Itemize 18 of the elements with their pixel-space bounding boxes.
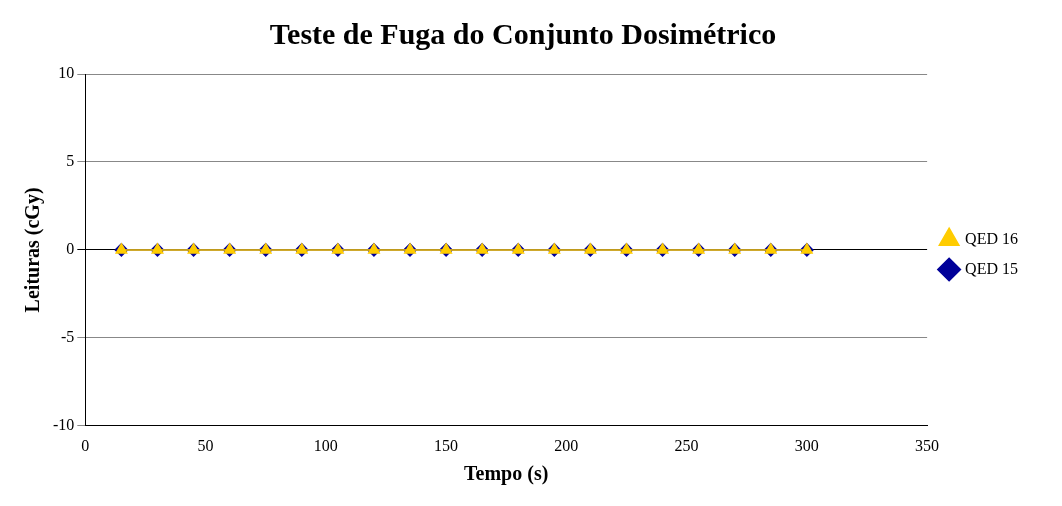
x-tick-label: 200 xyxy=(554,436,579,454)
x-tick-label: 350 xyxy=(915,436,940,454)
x-tick-label: 250 xyxy=(674,436,699,454)
y-tick-label: 5 xyxy=(66,152,75,170)
chart-title: Teste de Fuga do Conjunto Dosimétrico xyxy=(269,16,777,50)
x-axis-title: Tempo (s) xyxy=(464,462,549,486)
y-axis-title: Leituras (cGy) xyxy=(21,187,45,313)
y-tick-label: 0 xyxy=(66,240,75,258)
y-tick-label: -5 xyxy=(61,328,75,346)
x-tick-label: 0 xyxy=(81,436,90,454)
x-tick-label: 100 xyxy=(313,436,338,454)
y-tick-label: -10 xyxy=(53,416,75,433)
x-tick-label: 150 xyxy=(434,436,459,454)
y-tick-label: 10 xyxy=(58,64,75,82)
x-tick-label: 50 xyxy=(197,436,214,454)
legend-label: QED 16 xyxy=(965,229,1019,247)
legend-label: QED 15 xyxy=(965,259,1019,277)
x-tick-label: 300 xyxy=(794,436,819,454)
